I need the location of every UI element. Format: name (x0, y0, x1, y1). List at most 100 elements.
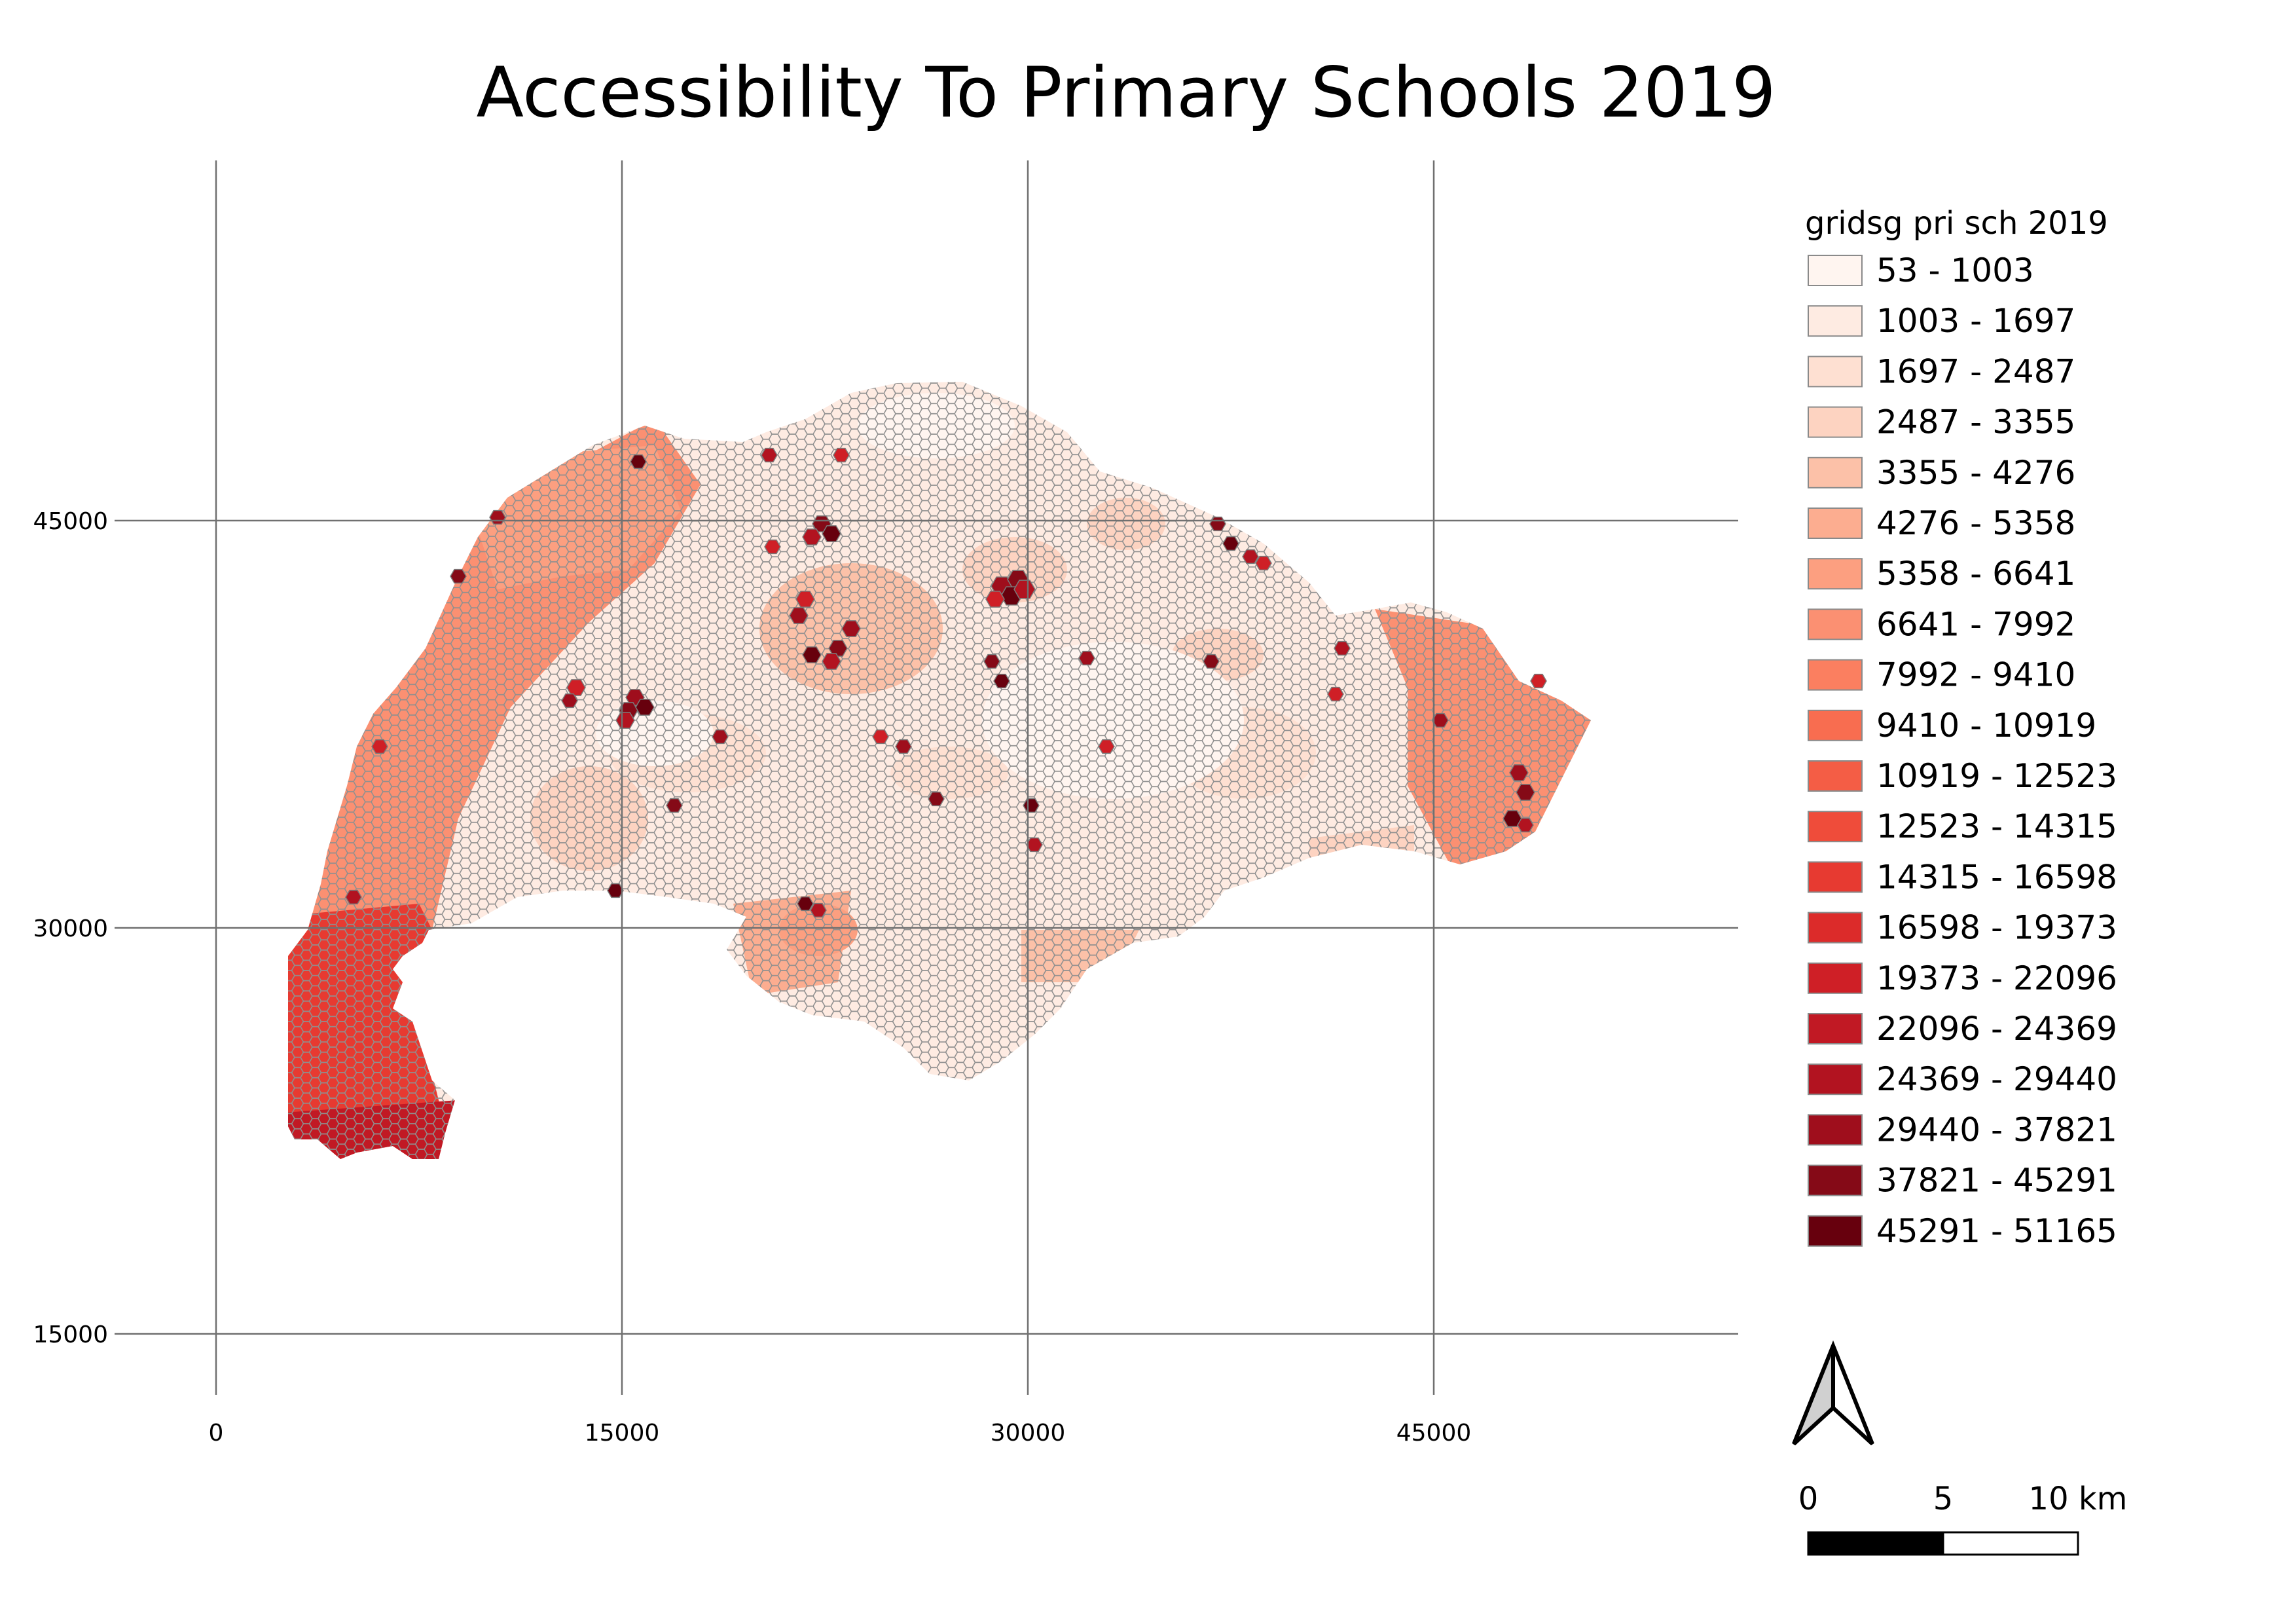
hotspot-cell (1242, 549, 1259, 564)
legend-swatch (1808, 608, 1863, 640)
hotspot-cell (795, 591, 815, 608)
x-tick-label: 0 (209, 1420, 224, 1447)
legend-swatch (1808, 709, 1863, 741)
legend-label: 53 - 1003 (1876, 251, 2034, 289)
hotspot-cell (822, 525, 841, 542)
legend-label: 29440 - 37821 (1876, 1111, 2117, 1149)
hotspot-cell (1432, 712, 1449, 728)
scale-bar-label: 5 (1933, 1481, 1954, 1517)
hotspot-cell (566, 679, 586, 696)
hotspot-cell (1530, 673, 1547, 689)
legend-swatch (1808, 962, 1863, 994)
legend-swatch (1808, 1063, 1863, 1096)
legend-swatch (1808, 912, 1863, 944)
legend-label: 16598 - 19373 (1876, 909, 2117, 947)
hotspot-cell (615, 712, 635, 729)
hotspot-cell (1255, 555, 1272, 571)
legend-label: 45291 - 51165 (1876, 1212, 2117, 1250)
legend-swatch (1808, 356, 1863, 388)
scale-bar-label: 0 (1798, 1481, 1819, 1517)
legend-swatch (1808, 1013, 1863, 1044)
hotspot-cell (822, 653, 841, 670)
hotspot-cell (1503, 810, 1522, 827)
north-arrow-icon (1792, 1340, 1874, 1446)
hotspot-cell (1203, 654, 1220, 669)
legend-label: 4276 - 5358 (1876, 504, 2075, 542)
hotspot-cell (872, 729, 889, 745)
hotspot-cell (1334, 640, 1351, 656)
hotspot-cell (802, 528, 822, 545)
hotspot-cell (985, 591, 1005, 608)
legend-label: 5358 - 6641 (1876, 555, 2075, 593)
hotspot-cell (1517, 817, 1534, 833)
legend-label: 2487 - 3355 (1876, 403, 2075, 441)
hotspot-cell (764, 539, 781, 555)
hotspot-cell (841, 620, 861, 637)
legend-swatch (1808, 507, 1863, 539)
x-tick-label: 45000 (1396, 1420, 1472, 1447)
hotspot-cell (983, 654, 1000, 669)
legend-swatch (1808, 558, 1863, 590)
hotspot-cell (371, 739, 388, 754)
legend-label: 12523 - 14315 (1876, 807, 2117, 845)
map-title: Accessibility To Primary Schools 2019 (476, 52, 1776, 133)
hotspot-cell (630, 454, 647, 470)
legend-swatch (1808, 861, 1863, 893)
hotspot-cell (1327, 686, 1344, 702)
hotspot-cell (635, 699, 655, 716)
hotspot-cell (1098, 739, 1115, 754)
y-tick-label: 45000 (33, 508, 108, 535)
legend: gridsg pri sch 2019 53 - 1003 1003 - 1697 1… (1805, 205, 2117, 1250)
hex-grid-outline (288, 382, 1591, 1159)
legend-title: gridsg pri sch 2019 (1805, 205, 2108, 242)
scale-bar-label: 10 km (2029, 1481, 2128, 1517)
legend-swatch (1808, 1215, 1863, 1247)
legend-swatch (1808, 456, 1863, 489)
legend-swatch (1808, 305, 1863, 337)
legend-swatch (1808, 406, 1863, 438)
legend-label: 37821 - 45291 (1876, 1162, 2117, 1200)
hotspot-cell (712, 729, 729, 745)
legend-label: 6641 - 7992 (1876, 605, 2075, 643)
hotspot-cell (810, 902, 827, 918)
hotspot-cell (797, 896, 814, 912)
hotspot-cell (802, 646, 822, 663)
legend-swatch (1808, 811, 1863, 843)
legend-swatch (1808, 760, 1863, 792)
legend-swatch (1808, 1114, 1863, 1146)
hotspot-cell (607, 883, 624, 898)
graticule (115, 160, 1738, 1395)
hotspot-cell (928, 791, 945, 807)
hotspot-cell (1509, 764, 1529, 781)
hotspot-cell (489, 509, 506, 525)
legend-label: 24369 - 29440 (1876, 1060, 2117, 1098)
scale-bar: 0 5 10 km (1798, 1481, 2128, 1556)
legend-swatch (1808, 1164, 1863, 1196)
hotspot-cell (1209, 516, 1226, 532)
hotspot-cell (1023, 798, 1040, 813)
hotspot-cell (1078, 650, 1095, 666)
legend-label: 10919 - 12523 (1876, 757, 2117, 795)
hotspot-cell (561, 693, 578, 709)
x-tick-label: 30000 (991, 1420, 1066, 1447)
hotspot-cell (833, 447, 850, 463)
legend-swatch (1808, 659, 1863, 691)
hotspot-cell (761, 447, 778, 463)
hotspot-cell (993, 673, 1010, 689)
tick-labels: 0 15000 30000 45000 45000 30000 15000 (33, 508, 1471, 1447)
legend-label: 22096 - 24369 (1876, 1010, 2117, 1048)
hotspot-cell (666, 798, 683, 813)
hotspot-cell (1013, 580, 1036, 599)
legend-label: 1697 - 2487 (1876, 352, 2075, 390)
hotspot-cell (345, 889, 362, 905)
legend-label: 3355 - 4276 (1876, 454, 2075, 492)
y-tick-label: 15000 (33, 1321, 108, 1348)
x-tick-label: 15000 (585, 1420, 660, 1447)
hotspot-cell (1026, 837, 1043, 853)
y-tick-label: 30000 (33, 915, 108, 942)
legend-label: 9410 - 10919 (1876, 707, 2096, 745)
legend-label: 19373 - 22096 (1876, 959, 2117, 997)
legend-label: 1003 - 1697 (1876, 302, 2075, 340)
legend-label: 14315 - 16598 (1876, 858, 2117, 896)
